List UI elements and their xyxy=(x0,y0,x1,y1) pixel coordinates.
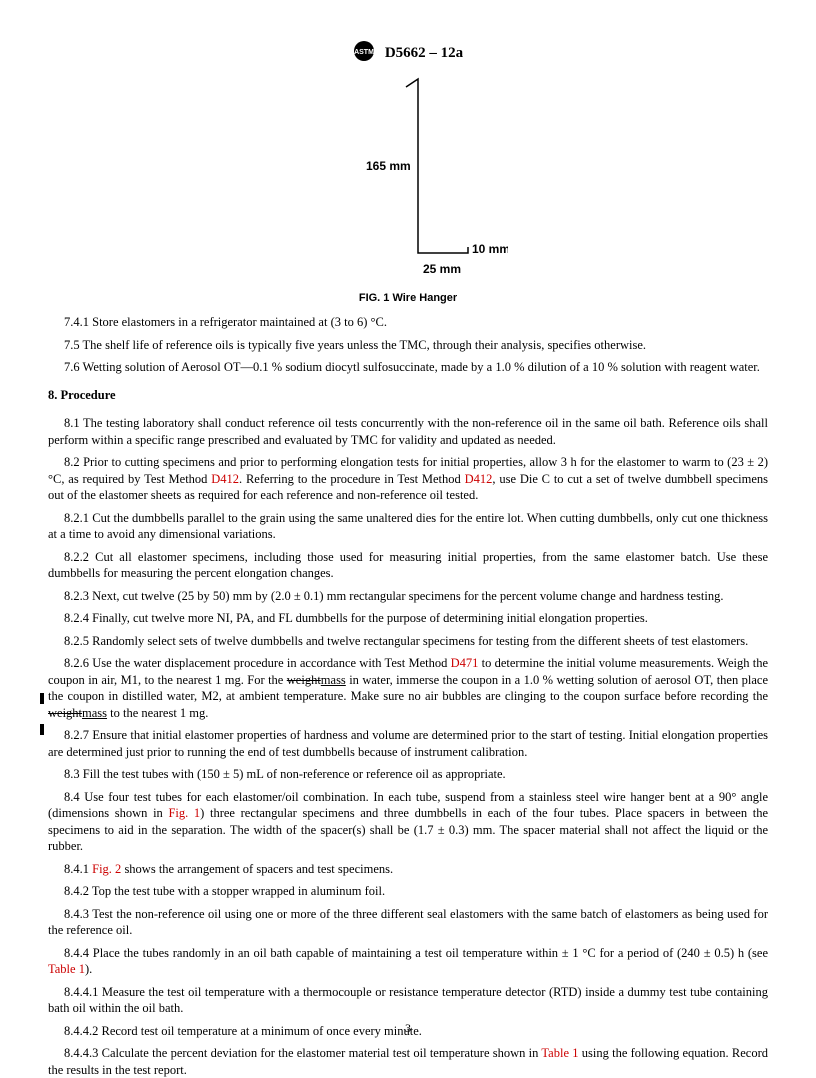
page-header: ASTM D5662 – 12a xyxy=(48,40,768,67)
para-8-4-1: 8.4.1 Fig. 2 shows the arrangement of sp… xyxy=(48,861,768,878)
underline-mass: mass xyxy=(82,706,107,720)
strike-weight: weight xyxy=(48,706,82,720)
text: . Referring to the procedure in Test Met… xyxy=(239,472,465,486)
astm-logo: ASTM xyxy=(353,40,375,67)
para-7-4-1: 7.4.1 Store elastomers in a refrigerator… xyxy=(48,314,768,331)
para-7-6: 7.6 Wetting solution of Aerosol OT—0.1 %… xyxy=(48,359,768,376)
link-d471[interactable]: D471 xyxy=(451,656,479,670)
para-8-1: 8.1 The testing laboratory shall conduct… xyxy=(48,415,768,448)
underline-mass: mass xyxy=(321,673,346,687)
text: shows the arrangement of spacers and tes… xyxy=(121,862,393,876)
wire-hanger-diagram: 165 mm 25 mm 10 mm xyxy=(308,75,508,285)
link-fig1[interactable]: Fig. 1 xyxy=(168,806,200,820)
para-8-4-4-3: 8.4.4.3 Calculate the percent deviation … xyxy=(48,1045,768,1078)
para-8-2-7: 8.2.7 Ensure that initial elastomer prop… xyxy=(48,727,768,760)
page: ASTM D5662 – 12a 165 mm 25 mm 10 mm FIG.… xyxy=(0,0,816,1056)
page-number: 3 xyxy=(0,1021,816,1036)
change-bar xyxy=(40,724,44,735)
para-8-2-1: 8.2.1 Cut the dumbbells parallel to the … xyxy=(48,510,768,543)
figure-caption: FIG. 1 Wire Hanger xyxy=(48,292,768,304)
para-8-3: 8.3 Fill the test tubes with (150 ± 5) m… xyxy=(48,766,768,783)
link-table1[interactable]: Table 1 xyxy=(541,1046,578,1060)
para-8-4-4: 8.4.4 Place the tubes randomly in an oil… xyxy=(48,945,768,978)
section-8-heading: 8. Procedure xyxy=(48,388,768,403)
standard-designation: D5662 – 12a xyxy=(385,45,463,62)
para-8-2: 8.2 Prior to cutting specimens and prior… xyxy=(48,454,768,504)
para-8-4: 8.4 Use four test tubes for each elastom… xyxy=(48,789,768,855)
change-bar xyxy=(40,693,44,704)
svg-text:ASTM: ASTM xyxy=(354,49,374,56)
link-table1[interactable]: Table 1 xyxy=(48,962,85,976)
strike-weight: weight xyxy=(287,673,321,687)
figure-1: 165 mm 25 mm 10 mm FIG. 1 Wire Hanger xyxy=(48,75,768,304)
link-d412[interactable]: D412 xyxy=(465,472,493,486)
dim-25: 25 mm xyxy=(423,262,461,276)
text: 8.4.4 Place the tubes randomly in an oil… xyxy=(64,946,768,960)
para-8-4-3: 8.4.3 Test the non-reference oil using o… xyxy=(48,906,768,939)
text: 8.4.1 xyxy=(64,862,92,876)
text: ). xyxy=(85,962,92,976)
para-8-4-4-1: 8.4.4.1 Measure the test oil temperature… xyxy=(48,984,768,1017)
para-8-2-5: 8.2.5 Randomly select sets of twelve dum… xyxy=(48,633,768,650)
para-8-4-2: 8.4.2 Top the test tube with a stopper w… xyxy=(48,883,768,900)
text: 8.2.6 Use the water displacement procedu… xyxy=(64,656,451,670)
para-8-2-2: 8.2.2 Cut all elastomer specimens, inclu… xyxy=(48,549,768,582)
link-fig2[interactable]: Fig. 2 xyxy=(92,862,121,876)
para-8-2-4: 8.2.4 Finally, cut twelve more NI, PA, a… xyxy=(48,610,768,627)
para-7-5: 7.5 The shelf life of reference oils is … xyxy=(48,337,768,354)
para-8-2-3: 8.2.3 Next, cut twelve (25 by 50) mm by … xyxy=(48,588,768,605)
link-d412[interactable]: D412 xyxy=(211,472,239,486)
para-8-2-6: 8.2.6 Use the water displacement procedu… xyxy=(48,655,768,721)
text: 8.4.4.3 Calculate the percent deviation … xyxy=(64,1046,541,1060)
text: to the nearest 1 mg. xyxy=(107,706,208,720)
dim-10: 10 mm xyxy=(472,242,508,256)
dim-165: 165 mm xyxy=(366,159,411,173)
